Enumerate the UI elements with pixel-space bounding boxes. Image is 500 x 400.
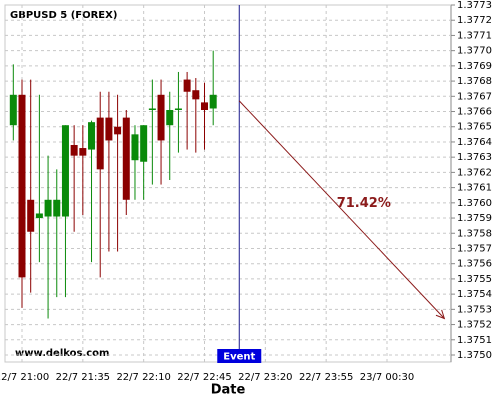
candle [122,110,130,215]
y-tick-label: 1.3757 [457,243,492,254]
candle [35,94,43,263]
y-tick-label: 1.3756 [457,259,492,270]
event-box [217,349,262,363]
candle-body [9,94,17,126]
candle-body [174,108,182,110]
candle-body [27,199,35,232]
y-tick-label: 1.3763 [457,152,492,163]
candle [114,94,122,252]
candle [9,64,17,141]
y-tick-label: 1.3773 [457,0,492,11]
candle-body [61,125,69,217]
candle-body [183,79,191,92]
candle [88,120,96,263]
candle-body [88,122,96,150]
candle-body [18,94,26,278]
candle-body [209,94,217,109]
y-tick-label: 1.3771 [457,30,492,41]
candle-body [44,199,52,217]
candle-body [201,102,208,110]
x-tick-label: 22/7 21:35 [56,372,110,383]
candle-body [131,134,139,161]
forecast-label: 71.42% [337,196,391,211]
candle [70,125,78,232]
chart-title: GBPUSD 5 (FOREX) [10,10,117,21]
x-tick-label: 22/7 22:45 [177,372,231,383]
candle [140,125,148,200]
candle [18,79,26,308]
candle [201,82,208,150]
y-tick-label: 1.3761 [457,183,492,194]
candle-body [96,117,104,170]
y-tick-label: 1.3762 [457,167,492,178]
candle-body [114,126,122,135]
y-tick-label: 1.3764 [457,137,492,148]
y-tick-label: 1.3768 [457,76,492,87]
event-label: Event [223,352,255,363]
y-tick-label: 1.3751 [457,335,492,346]
candle [96,91,104,278]
candle [174,71,182,153]
candle [209,50,217,126]
candle [44,155,52,319]
y-tick-label: 1.3753 [457,304,492,315]
candle [166,91,174,180]
y-tick-label: 1.3755 [457,274,492,285]
candle-body [122,117,130,200]
y-tick-label: 1.3750 [457,350,492,361]
candle-body [166,110,174,126]
candle [27,79,35,293]
candle [61,125,69,298]
candle-body [192,90,200,100]
watermark: www.delkos.com [15,348,109,359]
x-tick-label: 22/7 21:00 [0,372,49,383]
y-tick-label: 1.3770 [457,46,492,57]
candle [157,79,165,185]
arrow-head [435,309,446,320]
y-tick-label: 1.3760 [457,198,492,209]
candle-body [157,94,165,141]
candle-body [35,213,43,219]
candle [131,125,139,200]
candle-body [105,117,113,141]
y-tick-label: 1.3766 [457,107,492,118]
y-tick-label: 1.3772 [457,15,492,26]
x-axis-label: Date [211,383,246,398]
candle [105,91,113,252]
candle [192,78,200,153]
y-tick-label: 1.3767 [457,91,492,102]
candle-body [79,148,87,156]
candle [183,71,191,150]
y-tick-label: 1.3758 [457,228,492,239]
candle-body [53,199,61,217]
candle-body [140,125,148,162]
y-tick-label: 1.3765 [457,122,492,133]
x-tick-label: 23/7 00:30 [360,372,414,383]
candle-body [70,145,78,156]
x-tick-label: 22/7 22:10 [116,372,170,383]
forecast-arrow [238,100,445,319]
y-tick-label: 1.3752 [457,320,492,331]
candle [53,169,61,298]
candle [148,79,156,185]
candle [79,125,87,215]
y-tick-label: 1.3754 [457,289,492,300]
y-tick-label: 1.3769 [457,61,492,72]
y-tick-label: 1.3759 [457,213,492,224]
candle-body [148,108,156,110]
x-tick-label: 22/7 23:20 [238,372,292,383]
x-tick-label: 22/7 23:55 [299,372,353,383]
